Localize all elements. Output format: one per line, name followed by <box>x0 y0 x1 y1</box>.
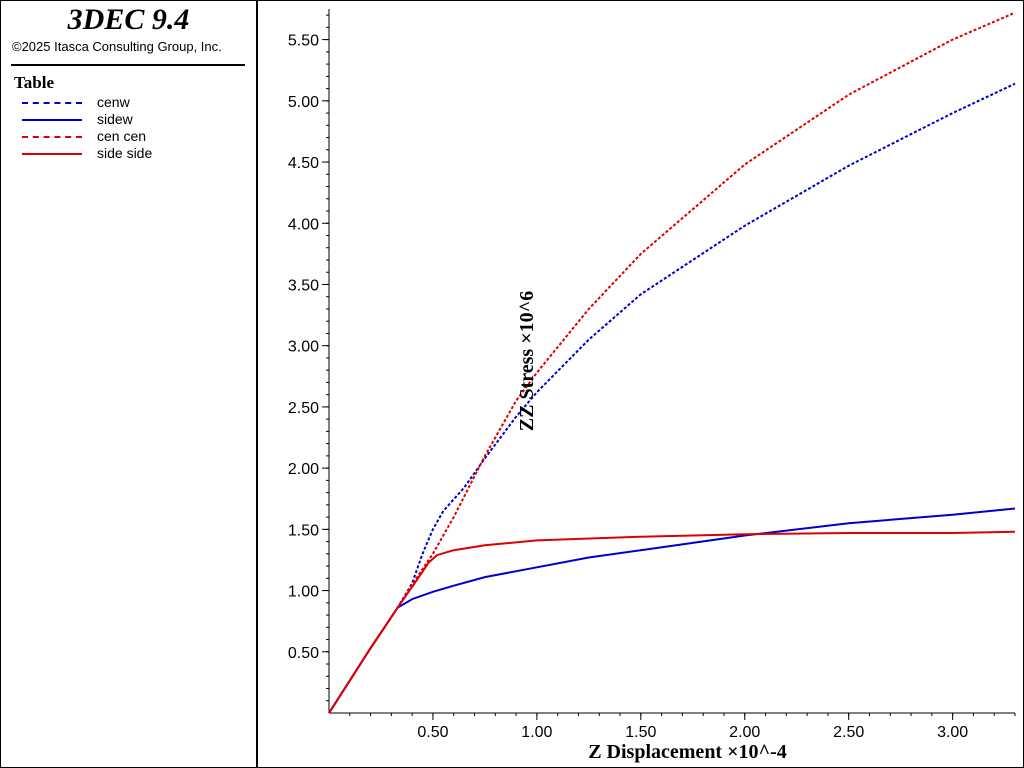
copyright-text: ©2025 Itasca Consulting Group, Inc. <box>12 39 222 54</box>
series-line-cen-cen <box>328 11 1016 714</box>
y-tick-label: 5.00 <box>288 94 319 111</box>
legend-swatch-cen-cen <box>22 136 82 138</box>
legend-swatch-cenw <box>22 102 82 104</box>
legend-swatch-side-side <box>22 153 82 155</box>
y-tick-label: 3.00 <box>288 339 319 356</box>
y-tick-label: 4.50 <box>288 155 319 172</box>
legend-title: Table <box>14 73 55 92</box>
series-line-side-side <box>328 530 1016 714</box>
legend-panel: 3DEC 9.4 ©2025 Itasca Consulting Group, … <box>1 1 258 767</box>
y-tick-label: 4.00 <box>288 216 319 233</box>
y-tick-label: 5.50 <box>288 33 319 50</box>
x-tick-label: 2.50 <box>833 724 864 741</box>
y-tick-label: 0.50 <box>288 645 319 662</box>
x-tick-label: 0.50 <box>417 724 448 741</box>
y-tick-label: 2.50 <box>288 400 319 417</box>
x-tick-label: 3.00 <box>937 724 968 741</box>
series-layer <box>328 11 1016 714</box>
series-line-sidew <box>328 507 1016 714</box>
legend-swatch-sidew <box>22 119 82 121</box>
y-tick-label: 1.50 <box>288 522 319 539</box>
x-tick-label: 1.50 <box>625 724 656 741</box>
x-tick-label: 2.00 <box>729 724 760 741</box>
y-tick-label: 2.00 <box>288 461 319 478</box>
y-axis-label: ZZ Stress ×10^6 <box>516 291 538 431</box>
series-line-cenw <box>328 82 1016 714</box>
axes: 0.50 1.00 1.50 2.00 2.50 3.00 0.50 1.00 1.50 2.00… <box>288 9 1016 741</box>
legend-label: sidew <box>97 111 133 127</box>
app-title: 3DEC 9.4 <box>67 3 190 36</box>
line-chart: 0.50 1.00 1.50 2.00 2.50 3.00 0.50 1.00 1.50 2.00… <box>288 9 1016 741</box>
x-tick-label: 1.00 <box>521 724 552 741</box>
legend-label: side side <box>97 145 153 161</box>
y-tick-label: 1.00 <box>288 584 319 601</box>
x-axis-label: Z Displacement ×10^-4 <box>588 741 787 763</box>
y-tick-label: 3.50 <box>288 277 319 294</box>
divider <box>11 64 245 66</box>
legend-label: cen cen <box>97 128 147 144</box>
legend-label: cenw <box>97 94 130 110</box>
